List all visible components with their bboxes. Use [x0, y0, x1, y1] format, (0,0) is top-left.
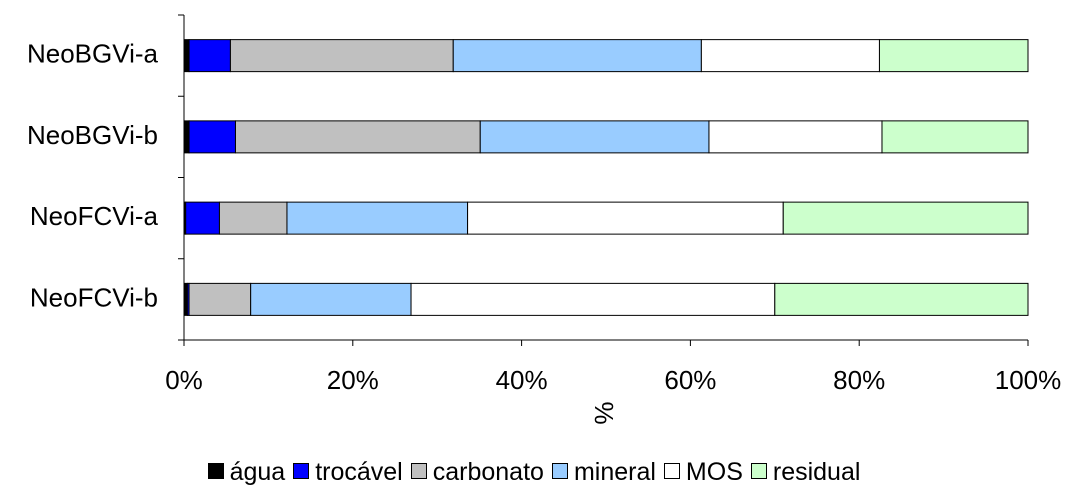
bar-segment — [881, 120, 1029, 154]
legend-swatch — [750, 463, 767, 479]
legend-swatch — [410, 463, 427, 479]
y-tick-label: NeoBGVi-b — [27, 120, 158, 150]
bar-segment — [878, 39, 1029, 73]
x-tick-label: 20% — [327, 365, 379, 395]
bar-segment — [183, 39, 190, 73]
bar-segment — [218, 201, 288, 235]
y-tick-label: NeoFCVi-b — [30, 282, 158, 312]
legend-swatch — [293, 463, 310, 479]
bar-segment — [185, 201, 220, 235]
legend-label: trocável — [315, 458, 403, 486]
x-tick-label: 0% — [165, 365, 203, 395]
y-tick-label: NeoFCVi-a — [30, 201, 159, 231]
bar-segment — [479, 120, 710, 154]
legend: água trocável carbonato mineral MOS residual — [0, 458, 1068, 487]
legend-item: carbonato — [410, 458, 544, 487]
bar-segment — [774, 282, 1029, 316]
x-axis-label: % — [589, 401, 619, 424]
bars — [183, 39, 1029, 316]
legend-item: MOS — [663, 458, 743, 487]
legend-item: mineral — [551, 458, 656, 487]
legend-swatch — [207, 463, 224, 479]
x-tick-label: 80% — [833, 365, 885, 395]
bar-segment — [452, 39, 702, 73]
y-tick-label: NeoBGVi-a — [27, 39, 159, 69]
bar-segment — [234, 120, 481, 154]
x-tick-label: 60% — [664, 365, 716, 395]
bar-segment — [183, 282, 188, 316]
legend-swatch — [551, 463, 568, 479]
bar-segment — [188, 39, 231, 73]
y-tick-labels: NeoBGVi-a NeoBGVi-b NeoFCVi-a NeoFCVi-b — [27, 39, 159, 313]
legend-swatch — [663, 463, 680, 479]
legend-label: residual — [772, 458, 861, 486]
bar-segment — [229, 39, 454, 73]
bar-segment — [188, 120, 236, 154]
x-tick-labels: 0% 20% 40% 60% 80% 100% — [165, 365, 1061, 395]
legend-label: mineral — [573, 458, 656, 486]
legend-item: trocável — [293, 458, 403, 487]
bar-segment — [410, 282, 776, 316]
legend-label: MOS — [685, 458, 743, 486]
bar-segment — [467, 201, 784, 235]
bar-segment — [700, 39, 880, 73]
x-tick-label: 100% — [995, 365, 1062, 395]
bar-segment — [188, 282, 252, 316]
bar-segment — [286, 201, 469, 235]
bar-segment — [250, 282, 412, 316]
legend-label: carbonato — [432, 458, 544, 486]
x-tick-label: 40% — [496, 365, 548, 395]
bar-segment — [782, 201, 1029, 235]
bar-segment — [708, 120, 883, 154]
legend-item: água — [207, 458, 286, 487]
legend-label: água — [229, 458, 286, 486]
bar-segment — [183, 120, 190, 154]
legend-item: residual — [750, 458, 861, 487]
